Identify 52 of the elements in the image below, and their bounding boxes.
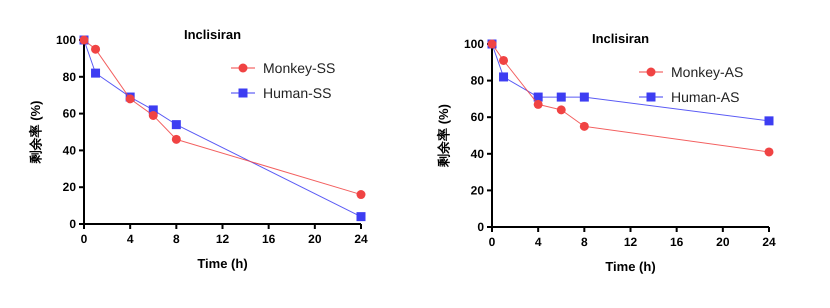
x-tick-label: 4 [534,235,542,249]
x-tick-label: 8 [172,232,180,246]
point [148,110,158,120]
y-axis-title: 剩余率 (%) [436,104,451,168]
point [91,68,100,78]
point [764,116,774,126]
point [356,190,366,200]
y-tick-label: 20 [470,183,484,198]
y-tick-label: 40 [470,146,484,161]
y-tick-label: 100 [56,33,76,47]
chart-title: Inclisiran [592,31,650,46]
y-tick-label: 80 [62,70,76,84]
x-axis-title: Time (h) [197,256,248,271]
x-tick-label: 0 [80,232,88,246]
x-tick-label: 24 [354,232,368,246]
point [534,100,543,109]
x-tick-label: 4 [126,232,134,246]
point [499,72,508,82]
legend-label: Monkey-AS [671,64,744,80]
x-tick-label: 8 [580,235,588,249]
y-tick-label: 0 [477,220,484,234]
point [91,44,100,54]
x-tick-label: 0 [488,235,496,249]
point [556,92,566,102]
y-tick-label: 40 [62,143,76,158]
y-tick-label: 20 [62,180,76,194]
x-tick-label: 12 [624,235,638,249]
y-axis-title: 剩余率 (%) [28,100,43,164]
point [764,147,774,156]
point [172,134,181,144]
y-tick-label: 60 [470,110,484,124]
legend-label: Human-SS [263,85,332,101]
point [580,122,589,131]
y-tick-label: 60 [62,106,76,121]
y-tick-label: 80 [470,74,484,88]
legend-label: Monkey-SS [263,60,336,76]
y-tick-label: 0 [69,217,76,231]
x-axis-title: Time (h) [605,259,656,274]
x-tick-label: 16 [670,235,684,249]
point [172,120,181,130]
x-tick-label: 12 [216,232,230,246]
y-tick-label: 100 [464,37,484,51]
point [356,212,366,222]
point [499,56,508,65]
legend-label: Human-AS [671,89,740,105]
x-tick-label: 20 [716,235,730,249]
x-tick-label: 24 [762,235,776,249]
point [580,92,589,102]
x-tick-label: 16 [262,232,276,246]
chart-title: Inclisiran [184,27,242,42]
x-tick-label: 20 [308,232,322,246]
point [556,105,566,114]
